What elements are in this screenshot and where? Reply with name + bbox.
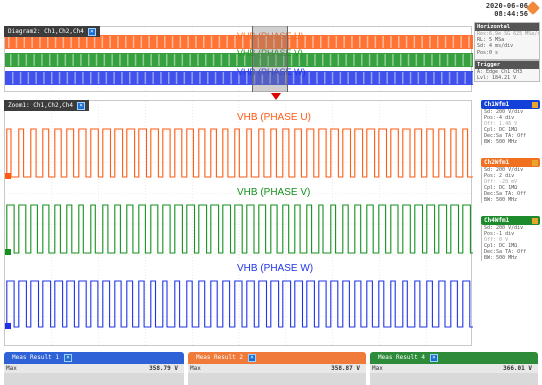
ch4-settings[interactable]: Sd: 200 V/div Pos:-1 div Off: 0 V Cpl: D…: [481, 225, 540, 261]
ch4-header[interactable]: Ch4Wfm1: [481, 216, 540, 225]
horizontal-record-length: RL: 5 MSa: [477, 37, 505, 44]
overview-band-phase-w: [5, 71, 473, 85]
overview-diagram[interactable]: VHB (PHASE U) VHB (PHASE V) VHB (PHASE W…: [4, 26, 473, 93]
zoom-label-phase-u: VHB (PHASE U): [237, 112, 311, 123]
ch1-scale: Sd: 200 V/div: [484, 109, 524, 115]
ch4-coupling: Cpl: DC 1MΩ: [484, 243, 518, 249]
trigger-level: Lvl: 184.21 V: [477, 75, 517, 82]
trigger-source: A: Edge Ch1 CH3: [477, 69, 523, 75]
horizontal-scale: Sd: 4 ms/div: [477, 43, 514, 50]
zoom-tab[interactable]: Zoom1: Ch1,Ch2,Ch4 ×: [4, 100, 90, 111]
ch1-decimation: Dec:Sa TA: Off: [484, 133, 527, 139]
ch1-ground-marker: [5, 323, 11, 329]
horizontal-settings[interactable]: Horizontal Res:6.9e SG 625 MSa/s RL: 5 M…: [474, 22, 540, 60]
ch2-settings[interactable]: Sd: 200 V/div Pos: 2 div Off: -20 mV Cpl…: [481, 167, 540, 203]
ch4-position: Pos:-1 div: [484, 231, 515, 237]
ch1-menu-icon[interactable]: [532, 101, 538, 108]
zoom-trace-phase-v: [5, 204, 473, 254]
ch2-decimation: Dec:Sa TA: Off: [484, 191, 527, 197]
ch1-bandwidth: BW: 500 MHz: [484, 139, 518, 145]
meas-result-2-label: Max: [190, 365, 201, 372]
close-icon[interactable]: ×: [63, 354, 72, 362]
ch2-position: Pos: 2 div: [484, 173, 515, 179]
meas-result-1-row: Max 358.79 V: [4, 364, 184, 373]
meas-result-2-title: Meas Result 2: [196, 354, 243, 361]
ch2-coupling: Cpl: DC 1MΩ: [484, 185, 518, 191]
overview-waveforms: [5, 27, 473, 93]
meas-result-1-label: Max: [6, 365, 17, 372]
ch4-decimation: Dec:Sa TA: Off: [484, 249, 527, 255]
horizontal-position: Pos:0 s: [477, 49, 499, 56]
meas-result-1-title: Meas Result 1: [12, 354, 59, 361]
zoom-selection-box[interactable]: [252, 26, 288, 92]
ch2-header[interactable]: Ch2Wfm1: [481, 158, 540, 167]
ch1-position: Pos:-4 div: [484, 115, 515, 121]
meas-result-4-label: Max: [372, 365, 383, 372]
meas-result-2-row: Max 358.87 V: [188, 364, 366, 373]
ch1-header[interactable]: Ch1Wfm1: [481, 100, 540, 109]
overview-tab[interactable]: Diagram2: Ch1,Ch2,Ch4 ×: [4, 26, 100, 37]
ch4-bandwidth: BW: 500 MHz: [484, 255, 518, 261]
ch4-menu-icon[interactable]: [532, 217, 538, 224]
close-icon[interactable]: ×: [429, 354, 438, 362]
horizontal-title: Horizontal: [475, 23, 539, 31]
ch4-name: Ch4Wfm1: [484, 217, 510, 224]
clock-date: 2020-06-06: [485, 2, 528, 10]
ch2-menu-icon[interactable]: [532, 159, 538, 166]
ch1-name: Ch1Wfm1: [484, 101, 510, 108]
meas-result-1-value: 358.79 V: [149, 365, 178, 372]
meas-result-1[interactable]: Meas Result 1 × Max 358.79 V: [4, 352, 184, 385]
zoom-trace-phase-w: [5, 280, 473, 328]
ch1-settings[interactable]: Sd: 200 V/div Pos:-4 div Off: 1.48 V Cpl…: [481, 109, 540, 145]
overview-label-phase-w: VHB (PHASE W): [237, 67, 306, 77]
overview-tab-label: Diagram2: Ch1,Ch2,Ch4: [8, 28, 84, 35]
ch4-ground-marker: [5, 249, 11, 255]
ch4-offset: Off: 0 V: [484, 237, 509, 243]
meas-result-4-header[interactable]: Meas Result 4 ×: [370, 352, 538, 364]
ch1-offset: Off: 1.48 V: [484, 121, 518, 127]
overview-band-phase-u: [5, 35, 473, 49]
ch4-scale: Sd: 200 V/div: [484, 225, 524, 231]
zoom-waveforms: [5, 101, 473, 347]
clock: 2020-06-06 08:44:56: [484, 2, 528, 18]
meas-result-2-header[interactable]: Meas Result 2 ×: [188, 352, 366, 364]
zoom-label-phase-v: VHB (PHASE V): [237, 187, 311, 198]
ch2-bandwidth: BW: 500 MHz: [484, 197, 518, 203]
zoom-diagram[interactable]: VHB (PHASE U) VHB (PHASE V) VHB (PHASE W…: [4, 100, 473, 347]
close-icon[interactable]: ×: [77, 101, 86, 110]
meas-result-4-value: 366.01 V: [503, 365, 532, 372]
zoom-label-phase-w: VHB (PHASE W): [237, 263, 314, 274]
rs-logo-icon: [525, 0, 541, 16]
meas-result-1-header[interactable]: Meas Result 1 ×: [4, 352, 184, 364]
ch2-offset: Off: -20 mV: [484, 179, 518, 185]
overview-band-phase-v: [5, 53, 473, 67]
overview-label-phase-v: VHB (PHASE V): [237, 48, 304, 58]
ch1-coupling: Cpl: DC 1MΩ: [484, 127, 518, 133]
trigger-title: Trigger: [475, 61, 539, 69]
meas-result-2-value: 358.87 V: [331, 365, 360, 372]
overview-label-phase-u: VHB (PHASE U): [237, 31, 304, 41]
meas-result-4[interactable]: Meas Result 4 × Max 366.01 V: [370, 352, 538, 385]
meas-result-4-row: Max 366.01 V: [370, 364, 538, 373]
trigger-settings[interactable]: Trigger A: Edge Ch1 CH3 Lvl: 184.21 V: [474, 60, 540, 82]
ch2-scale: Sd: 200 V/div: [484, 167, 524, 173]
ch2-ground-marker: [5, 173, 11, 179]
ch2-name: Ch2Wfm1: [484, 159, 510, 166]
clock-time: 08:44:56: [494, 10, 528, 18]
meas-result-2[interactable]: Meas Result 2 × Max 358.87 V: [188, 352, 366, 385]
close-icon[interactable]: ×: [87, 27, 96, 36]
zoom-trace-phase-u: [5, 128, 473, 178]
trigger-position-marker[interactable]: [271, 93, 281, 100]
horizontal-resolution: Res:6.9e SG 625 MSa/s: [477, 31, 540, 37]
close-icon[interactable]: ×: [247, 354, 256, 362]
zoom-tab-label: Zoom1: Ch1,Ch2,Ch4: [8, 102, 74, 109]
meas-result-4-title: Meas Result 4: [378, 354, 425, 361]
